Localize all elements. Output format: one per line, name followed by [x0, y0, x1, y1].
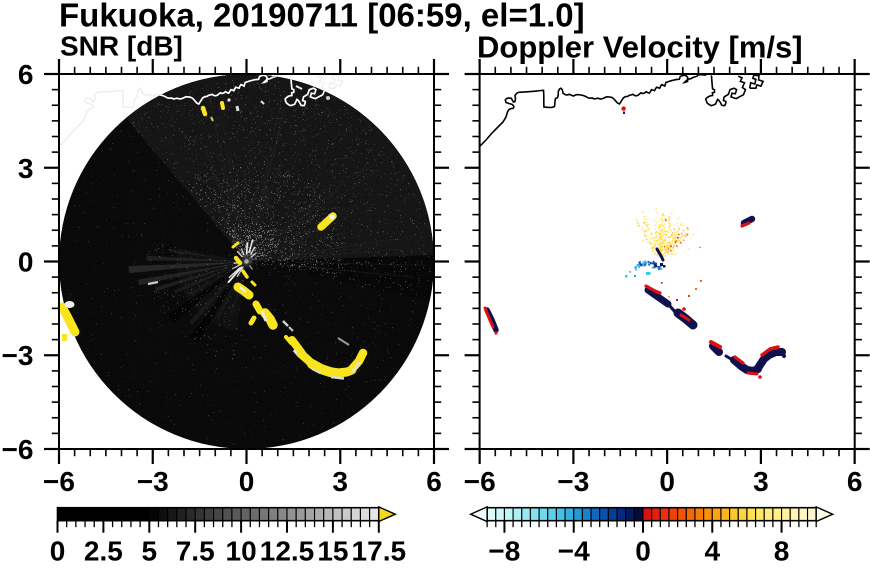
svg-text:10: 10	[226, 536, 257, 567]
svg-text:−6: −6	[2, 434, 34, 465]
svg-text:6: 6	[18, 59, 34, 90]
svg-text:7.5: 7.5	[176, 536, 215, 567]
svg-text:6: 6	[426, 466, 442, 497]
svg-text:0: 0	[635, 536, 651, 567]
svg-text:Fukuoka, 20190711 [06:59, el=1: Fukuoka, 20190711 [06:59, el=1.0]	[59, 0, 585, 34]
svg-text:0: 0	[239, 466, 255, 497]
svg-text:−3: −3	[2, 340, 34, 371]
svg-text:−6: −6	[43, 466, 75, 497]
svg-text:3: 3	[18, 153, 34, 184]
svg-text:−3: −3	[557, 466, 589, 497]
svg-text:12.5: 12.5	[260, 536, 315, 567]
svg-text:2.5: 2.5	[84, 536, 123, 567]
svg-text:SNR [dB]: SNR [dB]	[60, 31, 183, 62]
svg-text:−8: −8	[488, 536, 520, 567]
svg-text:Doppler Velocity [m/s]: Doppler Velocity [m/s]	[477, 30, 803, 65]
svg-text:−3: −3	[137, 466, 169, 497]
svg-text:4: 4	[705, 536, 721, 567]
svg-text:0: 0	[50, 536, 66, 567]
svg-text:−6: −6	[464, 466, 496, 497]
svg-text:3: 3	[332, 466, 348, 497]
svg-text:17.5: 17.5	[352, 536, 407, 567]
svg-text:3: 3	[753, 466, 769, 497]
svg-text:8: 8	[774, 536, 790, 567]
svg-text:−4: −4	[558, 536, 590, 567]
svg-text:6: 6	[847, 466, 863, 497]
svg-text:0: 0	[659, 466, 675, 497]
svg-text:15: 15	[317, 536, 348, 567]
svg-text:5: 5	[142, 536, 158, 567]
svg-text:0: 0	[18, 247, 34, 278]
